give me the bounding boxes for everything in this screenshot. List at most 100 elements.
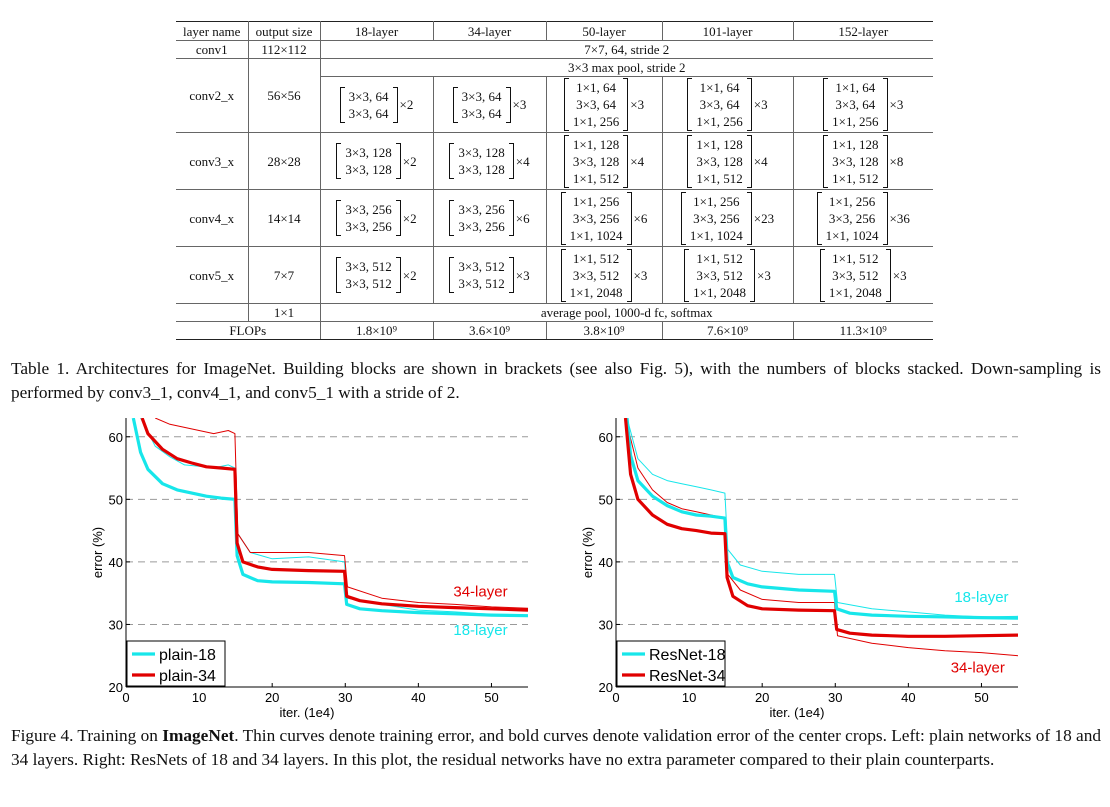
series-line-plain-18 [131, 418, 528, 618]
block-line: 1×1, 128 [696, 136, 743, 152]
final-desc: average pool, 1000-d fc, softmax [319, 303, 933, 322]
x-tick-label: 30 [828, 690, 842, 705]
x-tick-label: 30 [338, 690, 352, 705]
bracket: 1×1, 256 3×3, 256 1×1, 1024 [560, 191, 632, 246]
block-multiplier: ×2 [402, 153, 417, 169]
block-multiplier: ×36 [889, 210, 910, 226]
block-cell: 1×1, 128 3×3, 128 1×1, 512 ×4 [545, 132, 663, 190]
legend-label: ResNet-34 [649, 668, 726, 685]
block-line: 3×3, 256 [828, 210, 876, 226]
block-cell: 3×3, 256 3×3, 256 ×2 [319, 189, 434, 247]
block-matrix: 3×3, 256 3×3, 256 ×6 [449, 199, 530, 237]
block-matrix: 3×3, 512 3×3, 512 ×2 [336, 256, 417, 294]
legend-box [126, 640, 226, 687]
maxpool-desc: 3×3 max pool, stride 2 [319, 58, 933, 77]
block-matrix: 3×3, 512 3×3, 512 ×3 [449, 256, 530, 294]
block-line: 3×3, 128 [458, 162, 505, 177]
block-line: 3×3, 512 [345, 276, 392, 291]
figure-caption-rest: . Thin curves denote training error, and… [11, 726, 1101, 769]
block-line: 3×3, 64 [461, 88, 502, 104]
layer-name-empty [176, 303, 249, 322]
block-line: 3×3, 256 [458, 219, 505, 234]
block-line: 1×1, 1024 [689, 227, 743, 243]
block-multiplier: ×3 [889, 97, 904, 112]
flops-value: 1.8×10⁹ [319, 321, 434, 340]
block-cell: 1×1, 512 3×3, 512 1×1, 2048 ×3 [545, 246, 663, 304]
block-line: 1×1, 128 [832, 136, 879, 152]
block-multiplier: ×2 [399, 97, 414, 112]
bracket: 3×3, 256 3×3, 256 [336, 199, 402, 237]
bracket: 1×1, 64 3×3, 64 1×1, 256 [563, 77, 629, 132]
chart-svg: 0 10 20 30 40 50 20 30 40 50 60 iter. (1e4) error (%… [90, 418, 528, 720]
series-line-plain-34 [140, 418, 528, 612]
block-cell: 1×1, 64 3×3, 64 1×1, 256 ×3 [661, 76, 794, 133]
series-annotation: 34-layer [951, 660, 1005, 677]
series-annotation: 18-layer [954, 589, 1008, 606]
block-line: 3×3, 256 [693, 210, 740, 226]
output-size: 14×14 [247, 189, 321, 247]
block-line: 3×3, 128 [345, 145, 392, 160]
table-header-row: layer name output size 18-layer 34-layer… [176, 21, 933, 41]
block-multiplier: ×4 [515, 153, 530, 169]
chart-svg: 0 10 20 30 40 50 20 30 40 50 60 iter. (1e4) error (%… [580, 418, 1018, 720]
block-multiplier: ×3 [515, 267, 530, 283]
y-tick-label: 20 [109, 680, 123, 695]
x-tick-label: 20 [265, 690, 279, 705]
block-line: 3×3, 128 [458, 145, 505, 160]
table-row-conv3: conv3_x 28×28 3×3, 128 3×3, 128 ×2 3×3, 12… [176, 132, 933, 190]
bracket: 3×3, 64 3×3, 64 [339, 86, 398, 124]
block-line: 1×1, 256 [832, 114, 879, 129]
block-cell: 1×1, 512 3×3, 512 1×1, 2048 ×3 [661, 246, 794, 304]
figure-caption-prefix: Figure 4. Training on [11, 726, 163, 745]
block-line: 1×1, 512 [572, 170, 620, 186]
block-multiplier: ×8 [889, 153, 904, 169]
header-output-size: output size [247, 21, 321, 41]
series-annotation: 34-layer [453, 583, 507, 600]
block-multiplier: ×3 [633, 267, 648, 283]
block-line: 3×3, 512 [458, 259, 505, 274]
bracket: 1×1, 256 3×3, 256 1×1, 1024 [680, 191, 752, 246]
block-line: 3×3, 128 [572, 153, 620, 169]
block-multiplier: ×6 [633, 210, 648, 226]
block-matrix: 3×3, 128 3×3, 128 ×2 [336, 142, 417, 180]
header-18-layer: 18-layer [319, 21, 434, 41]
block-matrix: 1×1, 512 3×3, 512 1×1, 2048 ×3 [819, 248, 907, 303]
block-matrix: 1×1, 64 3×3, 64 1×1, 256 ×3 [687, 77, 768, 132]
block-line: 1×1, 2048 [828, 284, 882, 300]
block-line: 3×3, 128 [832, 153, 879, 169]
block-line: 1×1, 256 [572, 193, 620, 209]
bracket: 1×1, 64 3×3, 64 1×1, 256 [823, 77, 888, 132]
flops-value: 7.6×10⁹ [661, 321, 794, 340]
block-line: 1×1, 512 [696, 170, 743, 186]
block-line: 3×3, 512 [832, 267, 879, 283]
block-matrix: 1×1, 128 3×3, 128 1×1, 512 ×4 [563, 134, 644, 189]
block-line: 1×1, 1024 [569, 227, 623, 243]
series-line-resnet-18-train [626, 418, 1018, 618]
bracket: 1×1, 256 3×3, 256 1×1, 1024 [816, 191, 888, 246]
block-cell: 1×1, 256 3×3, 256 1×1, 1024 ×23 [661, 189, 794, 247]
header-50-layer: 50-layer [545, 21, 663, 41]
block-matrix: 1×1, 64 3×3, 64 1×1, 256 ×3 [823, 77, 903, 132]
output-size: 112×112 [247, 40, 321, 59]
bracket: 1×1, 64 3×3, 64 1×1, 256 [687, 77, 753, 132]
block-matrix: 1×1, 512 3×3, 512 1×1, 2048 ×3 [560, 248, 648, 303]
y-tick-label: 40 [109, 555, 123, 570]
table-row-conv2: 3×3, 64 3×3, 64 ×2 3×3, 64 3×3, 64 ×3 1×1, 6… [176, 76, 933, 133]
block-line: 3×3, 128 [345, 162, 392, 177]
block-matrix: 1×1, 128 3×3, 128 1×1, 512 ×4 [687, 134, 768, 189]
x-axis-label: iter. (1e4) [770, 705, 825, 720]
block-cell: 1×1, 64 3×3, 64 1×1, 256 ×3 [792, 76, 933, 133]
output-size: 56×56 [247, 58, 321, 133]
block-multiplier: ×3 [892, 267, 907, 283]
block-line: 3×3, 512 [696, 267, 743, 283]
block-cell: 3×3, 512 3×3, 512 ×2 [319, 246, 434, 304]
table-row-conv1: conv1 112×112 7×7, 64, stride 2 [176, 40, 933, 59]
table-row-flops: FLOPs 1.8×10⁹ 3.6×10⁹ 3.8×10⁹ 7.6×10⁹ 11… [176, 321, 933, 340]
block-multiplier: ×4 [753, 153, 768, 169]
bracket: 1×1, 512 3×3, 512 1×1, 2048 [684, 248, 755, 303]
block-line: 3×3, 256 [572, 210, 620, 226]
header-34-layer: 34-layer [432, 21, 547, 41]
bracket: 3×3, 512 3×3, 512 [449, 256, 515, 294]
chart-plain-networks: 0 10 20 30 40 50 20 30 40 50 60 iter. (1e4) error (%… [88, 415, 528, 721]
block-matrix: 1×1, 64 3×3, 64 1×1, 256 ×3 [563, 77, 644, 132]
